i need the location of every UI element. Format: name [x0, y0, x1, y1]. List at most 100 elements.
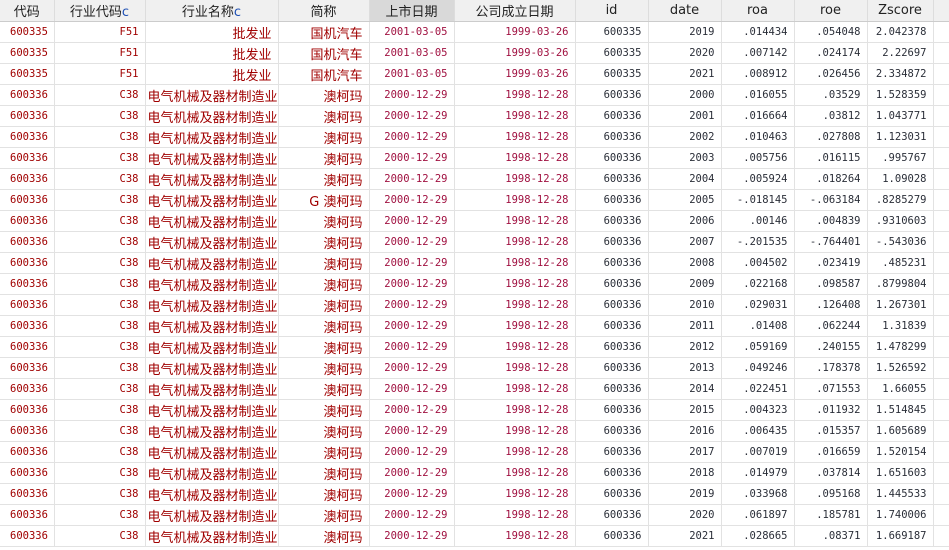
cell-date[interactable]: 2017	[648, 441, 722, 463]
table-row[interactable]: 600335 F51 批发业 国机汽车 2001-03-05 1999-03-26 6003…	[0, 42, 949, 64]
cell-short-name[interactable]: 国机汽车	[278, 21, 370, 43]
cell-roa[interactable]: .033968	[721, 483, 795, 505]
cell-date[interactable]: 2013	[648, 357, 722, 379]
cell-roa[interactable]: .049246	[721, 357, 795, 379]
cell-listing-date[interactable]: 2000-12-29	[369, 399, 455, 421]
cell-industry-name[interactable]: 电气机械及器材制造业	[145, 399, 279, 421]
cell-id[interactable]: 600336	[575, 357, 649, 379]
cell-spacer[interactable]	[933, 504, 949, 526]
cell-id[interactable]: 600336	[575, 294, 649, 316]
cell-listing-date[interactable]: 2000-12-29	[369, 336, 455, 358]
cell-roa[interactable]: .014979	[721, 462, 795, 484]
cell-roe[interactable]: .024174	[794, 42, 868, 64]
cell-id[interactable]: 600336	[575, 336, 649, 358]
cell-founded-date[interactable]: 1998-12-28	[454, 504, 576, 526]
cell-id[interactable]: 600336	[575, 105, 649, 127]
cell-code[interactable]: 600336	[0, 357, 55, 379]
cell-roa[interactable]: -.018145	[721, 189, 795, 211]
cell-zscore[interactable]: 1.66055	[867, 378, 934, 400]
cell-date[interactable]: 2008	[648, 252, 722, 274]
cell-code[interactable]: 600336	[0, 315, 55, 337]
cell-short-name[interactable]: 澳柯玛	[278, 252, 370, 274]
table-row[interactable]: 600336 C38 电气机械及器材制造业 澳柯玛 2000-12-29 1998-12-…	[0, 357, 949, 379]
cell-spacer[interactable]	[933, 399, 949, 421]
table-row[interactable]: 600336 C38 电气机械及器材制造业 澳柯玛 2000-12-29 1998-12-…	[0, 126, 949, 148]
cell-listing-date[interactable]: 2000-12-29	[369, 168, 455, 190]
cell-listing-date[interactable]: 2000-12-29	[369, 483, 455, 505]
table-row[interactable]: 600336 C38 电气机械及器材制造业 澳柯玛 2000-12-29 1998-12-…	[0, 378, 949, 400]
cell-date[interactable]: 2019	[648, 21, 722, 43]
cell-industry-name[interactable]: 电气机械及器材制造业	[145, 294, 279, 316]
cell-zscore[interactable]: 1.669187	[867, 525, 934, 547]
cell-id[interactable]: 600336	[575, 252, 649, 274]
cell-founded-date[interactable]: 1998-12-28	[454, 189, 576, 211]
cell-spacer[interactable]	[933, 231, 949, 253]
cell-founded-date[interactable]: 1999-03-26	[454, 63, 576, 85]
cell-code[interactable]: 600336	[0, 189, 55, 211]
cell-date[interactable]: 2021	[648, 63, 722, 85]
cell-id[interactable]: 600336	[575, 462, 649, 484]
cell-zscore[interactable]: 1.043771	[867, 105, 934, 127]
cell-listing-date[interactable]: 2000-12-29	[369, 441, 455, 463]
cell-date[interactable]: 2002	[648, 126, 722, 148]
cell-roe[interactable]: .240155	[794, 336, 868, 358]
cell-zscore[interactable]: 1.520154	[867, 441, 934, 463]
cell-zscore[interactable]: 1.478299	[867, 336, 934, 358]
cell-industry-code[interactable]: C38	[54, 210, 146, 232]
cell-short-name[interactable]: 澳柯玛	[278, 105, 370, 127]
cell-date[interactable]: 2021	[648, 525, 722, 547]
column-header-code[interactable]: 代码	[0, 0, 55, 22]
cell-industry-code[interactable]: F51	[54, 42, 146, 64]
cell-roe[interactable]: .011932	[794, 399, 868, 421]
cell-roe[interactable]: .062244	[794, 315, 868, 337]
cell-roe[interactable]: .023419	[794, 252, 868, 274]
cell-zscore[interactable]: 1.526592	[867, 357, 934, 379]
cell-roe[interactable]: .016115	[794, 147, 868, 169]
cell-listing-date[interactable]: 2001-03-05	[369, 21, 455, 43]
cell-spacer[interactable]	[933, 294, 949, 316]
column-header-short-name[interactable]: 简称	[278, 0, 370, 22]
cell-listing-date[interactable]: 2000-12-29	[369, 105, 455, 127]
cell-roa[interactable]: .061897	[721, 504, 795, 526]
cell-roa[interactable]: .010463	[721, 126, 795, 148]
cell-spacer[interactable]	[933, 441, 949, 463]
cell-short-name[interactable]: 澳柯玛	[278, 294, 370, 316]
cell-roe[interactable]: .03812	[794, 105, 868, 127]
table-row[interactable]: 600336 C38 电气机械及器材制造业 澳柯玛 2000-12-29 1998-12-…	[0, 147, 949, 169]
cell-spacer[interactable]	[933, 252, 949, 274]
cell-founded-date[interactable]: 1998-12-28	[454, 168, 576, 190]
table-row[interactable]: 600335 F51 批发业 国机汽车 2001-03-05 1999-03-26 6003…	[0, 21, 949, 43]
cell-code[interactable]: 600336	[0, 273, 55, 295]
cell-zscore[interactable]: 1.528359	[867, 84, 934, 106]
cell-listing-date[interactable]: 2000-12-29	[369, 147, 455, 169]
cell-industry-name[interactable]: 批发业	[145, 21, 279, 43]
cell-founded-date[interactable]: 1998-12-28	[454, 399, 576, 421]
table-row[interactable]: 600336 C38 电气机械及器材制造业 澳柯玛 2000-12-29 1998-12-…	[0, 483, 949, 505]
cell-code[interactable]: 600336	[0, 378, 55, 400]
cell-roe[interactable]: .071553	[794, 378, 868, 400]
cell-industry-code[interactable]: C38	[54, 378, 146, 400]
cell-zscore[interactable]: 1.605689	[867, 420, 934, 442]
cell-roa[interactable]: .016055	[721, 84, 795, 106]
cell-zscore[interactable]: .8285279	[867, 189, 934, 211]
cell-industry-name[interactable]: 电气机械及器材制造业	[145, 462, 279, 484]
cell-industry-code[interactable]: C38	[54, 525, 146, 547]
cell-founded-date[interactable]: 1999-03-26	[454, 21, 576, 43]
cell-founded-date[interactable]: 1998-12-28	[454, 525, 576, 547]
table-row[interactable]: 600336 C38 电气机械及器材制造业 G 澳柯玛 2000-12-29 1998-1…	[0, 189, 949, 211]
cell-spacer[interactable]	[933, 147, 949, 169]
cell-listing-date[interactable]: 2000-12-29	[369, 231, 455, 253]
cell-date[interactable]: 2014	[648, 378, 722, 400]
cell-spacer[interactable]	[933, 483, 949, 505]
cell-founded-date[interactable]: 1998-12-28	[454, 210, 576, 232]
cell-listing-date[interactable]: 2000-12-29	[369, 294, 455, 316]
cell-id[interactable]: 600336	[575, 126, 649, 148]
cell-founded-date[interactable]: 1998-12-28	[454, 378, 576, 400]
cell-founded-date[interactable]: 1998-12-28	[454, 273, 576, 295]
cell-founded-date[interactable]: 1998-12-28	[454, 357, 576, 379]
cell-listing-date[interactable]: 2000-12-29	[369, 126, 455, 148]
cell-roa[interactable]: .005924	[721, 168, 795, 190]
cell-listing-date[interactable]: 2000-12-29	[369, 84, 455, 106]
cell-id[interactable]: 600336	[575, 273, 649, 295]
cell-founded-date[interactable]: 1999-03-26	[454, 42, 576, 64]
